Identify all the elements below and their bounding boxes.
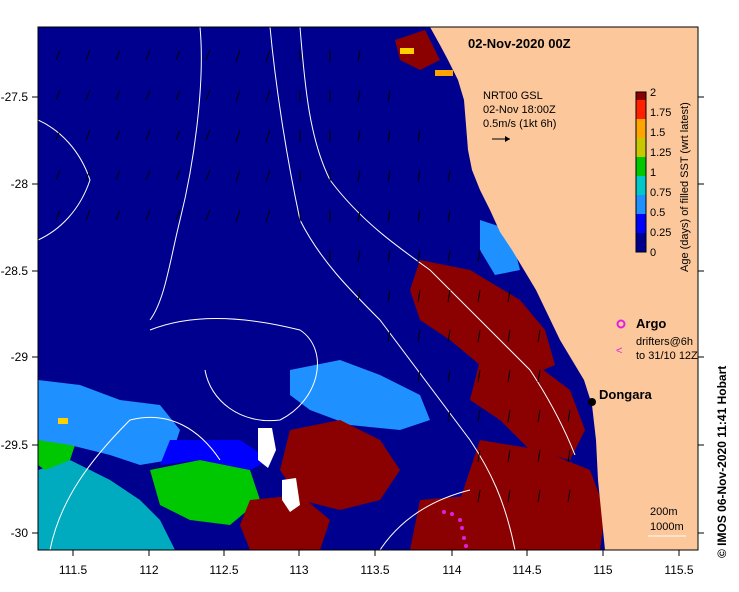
current-scale-arrowhead	[505, 136, 510, 142]
y-tick-label: -29	[11, 350, 29, 364]
y-tick-label: -27.5	[1, 90, 29, 104]
colorbar-tick: 1.25	[650, 147, 671, 159]
x-axis	[72, 550, 680, 556]
map-title: 02-Nov-2020 00Z	[468, 36, 571, 51]
contour-inner-c	[49, 416, 221, 550]
drifters-label-line1: drifters@6h	[636, 336, 693, 348]
dongara-label: Dongara	[599, 387, 653, 402]
x-tick-label: 111.5	[59, 563, 88, 577]
colorbar-tick: 0.75	[650, 187, 671, 199]
y-tick-label: -29.5	[1, 438, 29, 452]
patch-red-southeast-bottom	[410, 495, 500, 550]
current-label-line2: 02-Nov 18:00Z	[483, 104, 556, 116]
colorbar-seg	[636, 157, 646, 176]
patch-red-south-left	[240, 495, 330, 550]
contour-inner-d	[379, 489, 471, 550]
patch-red-coast-north	[410, 260, 555, 380]
map-legend: Argo < drifters@6h to 31/10 12Z	[616, 316, 698, 362]
patch-white-cloud-2	[282, 478, 300, 512]
current-label-line3: 0.5m/s (1kt 6h)	[483, 118, 556, 130]
plot-frame	[37, 26, 699, 551]
colorbar-tick: 1	[650, 167, 656, 179]
credit-text: © IMOS 06-Nov-2020 11:41 Hobart	[715, 366, 729, 558]
contour-200m	[299, 27, 576, 456]
x-tick-label: 113	[289, 563, 308, 577]
contour-legend-200m: 200m	[650, 506, 678, 518]
colorbar-tick: 0.25	[650, 227, 671, 239]
x-tick-label: 114	[442, 563, 461, 577]
x-tick-label: 115	[593, 563, 612, 577]
current-vectors	[55, 49, 571, 503]
patch-blue-mid	[160, 440, 270, 470]
patch-teal-southwest	[38, 460, 175, 550]
x-tick-label: 114.5	[512, 563, 541, 577]
y-tick-labels: -27.5 -28 -28.5 -29 -29.5 -30	[1, 90, 29, 540]
colorbar-seg	[636, 92, 646, 100]
y-tick-label: -30	[11, 526, 29, 540]
patch-red-coast-mid	[470, 360, 585, 460]
colorbar: 0 0.25 0.5 0.75 1 1.25 1.5 1.75 2 Age (d…	[635, 87, 691, 272]
colorbar-seg	[636, 195, 646, 214]
dongara-marker-icon	[588, 398, 596, 406]
colorbar-tick: 2	[650, 87, 656, 99]
argo-drifter-track	[442, 510, 468, 548]
contour-legend-1000m: 1000m	[650, 521, 684, 533]
patch-red-coast-south	[460, 440, 605, 550]
colorbar-seg	[636, 233, 646, 252]
y-tick-label: -28	[11, 177, 29, 191]
colorbar-seg	[636, 119, 646, 138]
colorbar-seg	[636, 100, 646, 119]
patch-yellow-sw	[58, 418, 68, 424]
colorbar-tick: 1.75	[650, 107, 671, 119]
patch-yellow-north	[400, 48, 414, 54]
contour-inner-b	[149, 318, 318, 422]
drifters-label-line2: to 31/10 12Z	[636, 350, 698, 362]
drifter-symbol-icon: <	[616, 345, 622, 357]
colorbar-label: Age (days) of filled SST (wrt latest)	[679, 102, 691, 272]
x-tick-labels: 111.5 112 112.5 113 113.5 114 114.5 115 …	[59, 563, 694, 577]
current-label-line1: NRT00 GSL	[483, 90, 543, 102]
patch-red-south-center	[280, 420, 400, 510]
x-tick-label: 115.5	[664, 563, 693, 577]
colorbar-seg	[636, 176, 646, 195]
x-tick-label: 112	[139, 563, 158, 577]
colorbar-tick: 0.5	[650, 207, 665, 219]
argo-label: Argo	[636, 316, 666, 331]
x-tick-label: 112.5	[209, 563, 238, 577]
y-axis	[32, 96, 704, 534]
patch-lightblue-center	[290, 360, 430, 430]
bathymetry-contours	[38, 27, 576, 550]
argo-symbol-icon	[616, 319, 626, 329]
land-mass	[430, 27, 698, 550]
patch-lightblue-west	[38, 380, 180, 465]
colorbar-frame	[635, 91, 647, 253]
y-tick-label: -28.5	[1, 264, 29, 278]
patch-red-north-coast	[395, 30, 440, 70]
colorbar-seg	[636, 138, 646, 157]
colorbar-seg	[636, 214, 646, 233]
contour-inner-a	[38, 119, 91, 241]
patch-white-cloud-1	[258, 428, 276, 468]
contour-1000m	[269, 27, 516, 550]
contour-inner-e	[149, 27, 202, 321]
current-scale-label: NRT00 GSL 02-Nov 18:00Z 0.5m/s (1kt 6h)	[483, 90, 556, 142]
patch-orange-north	[435, 70, 453, 76]
colorbar-tick: 1.5	[650, 127, 665, 139]
colorbar-tick: 0	[650, 247, 656, 259]
x-tick-label: 113.5	[360, 563, 389, 577]
patch-green-central	[150, 460, 260, 525]
